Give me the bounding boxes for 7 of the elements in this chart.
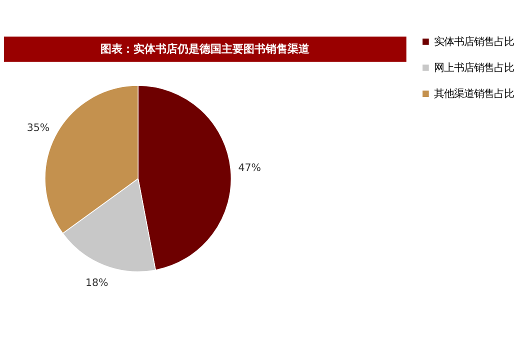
legend-label: 实体书店销售占比 bbox=[434, 36, 514, 48]
data-label: 35% bbox=[26, 122, 50, 134]
legend-label: 网上书店销售占比 bbox=[434, 62, 514, 74]
data-label: 18% bbox=[85, 276, 108, 289]
legend-label: 其他渠道销售占比 bbox=[434, 88, 514, 100]
data-label: 47% bbox=[238, 162, 262, 174]
text: 图表：实体书店仍是德国主要图书销售渠道 bbox=[100, 42, 311, 56]
